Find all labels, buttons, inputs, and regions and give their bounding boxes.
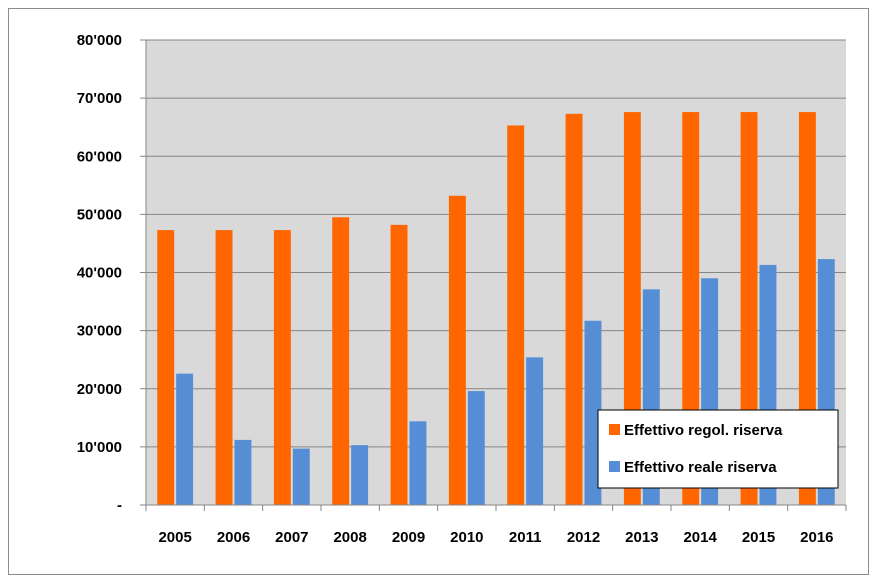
bar bbox=[351, 445, 369, 505]
bar bbox=[584, 320, 602, 505]
legend: Effettivo regol. riserva Effettivo reale… bbox=[597, 409, 839, 489]
y-tick-label: 70'000 bbox=[77, 90, 122, 107]
bar bbox=[623, 112, 641, 505]
bar bbox=[390, 224, 408, 505]
x-tick-label: 2012 bbox=[567, 529, 600, 546]
bar bbox=[798, 112, 816, 505]
bar bbox=[565, 113, 583, 505]
x-tick-label: 2016 bbox=[800, 529, 833, 546]
bar bbox=[215, 230, 233, 505]
bar bbox=[740, 112, 758, 505]
y-tick-label: 10'000 bbox=[77, 439, 122, 456]
x-tick-label: 2011 bbox=[509, 529, 542, 546]
legend-label: Effettivo reale riserva bbox=[624, 459, 777, 476]
y-tick-label: 20'000 bbox=[77, 381, 122, 398]
bar bbox=[157, 230, 175, 505]
bars bbox=[157, 112, 835, 505]
y-tick-label: 40'000 bbox=[77, 265, 122, 282]
y-tick-label: - bbox=[117, 497, 122, 514]
legend-swatch bbox=[609, 424, 620, 435]
y-tick-label: 80'000 bbox=[77, 32, 122, 49]
bar bbox=[292, 448, 310, 505]
x-tick-label: 2014 bbox=[683, 529, 717, 546]
x-tick-label: 2015 bbox=[742, 529, 775, 546]
bar bbox=[448, 195, 466, 505]
bar bbox=[409, 421, 427, 505]
legend-swatch bbox=[609, 461, 620, 472]
bar bbox=[507, 125, 525, 505]
bar bbox=[467, 391, 485, 505]
x-tick-label: 2008 bbox=[333, 529, 366, 546]
bar bbox=[332, 217, 350, 505]
gridlines bbox=[140, 39, 846, 506]
x-tick-label: 2010 bbox=[450, 529, 483, 546]
x-tick-label: 2005 bbox=[158, 529, 191, 546]
y-tick-label: 50'000 bbox=[77, 206, 122, 223]
x-tick-label: 2006 bbox=[217, 529, 250, 546]
x-tick-label: 2009 bbox=[392, 529, 425, 546]
bar bbox=[176, 373, 194, 505]
x-tick-label: 2007 bbox=[275, 529, 308, 546]
legend-label: Effettivo regol. riserva bbox=[624, 422, 783, 439]
y-tick-labels: - 10'000 20'000 30'000 40'000 50'000 60'000 70'… bbox=[77, 32, 122, 514]
bar bbox=[234, 439, 252, 505]
bar bbox=[682, 112, 700, 505]
bar bbox=[526, 357, 544, 505]
x-tick-label: 2013 bbox=[625, 529, 658, 546]
y-tick-label: 60'000 bbox=[77, 148, 122, 165]
legend-box bbox=[597, 409, 839, 489]
y-tick-label: 30'000 bbox=[77, 323, 122, 340]
bar bbox=[273, 230, 291, 505]
x-tick-labels: 2005 2006 2007 2008 2009 2010 2011 2012 2013 2014… bbox=[145, 505, 847, 546]
